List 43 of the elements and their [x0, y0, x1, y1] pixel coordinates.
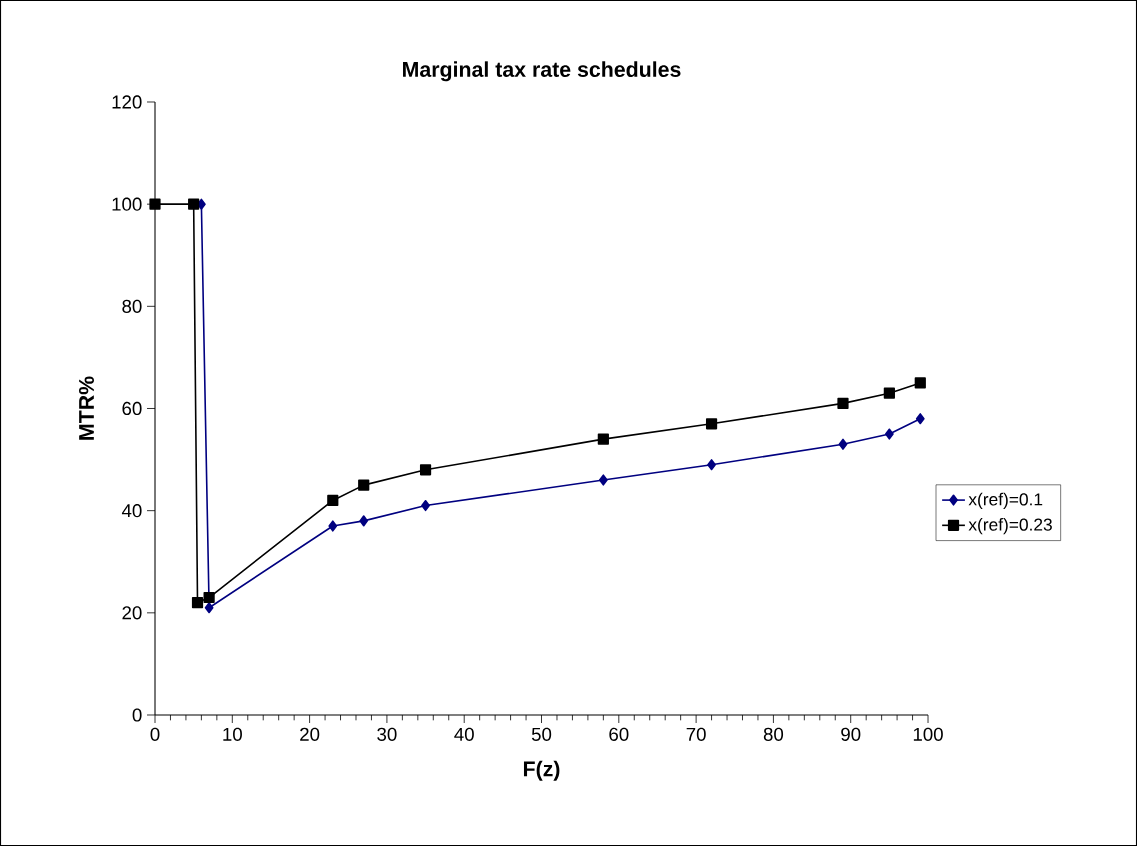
y-tick-label: 0 — [132, 708, 142, 722]
point — [914, 377, 926, 389]
y-tick-label: 100 — [112, 197, 142, 211]
point — [915, 413, 925, 425]
y-tick-label: 120 — [112, 95, 142, 109]
point — [837, 397, 849, 409]
x-tick-label: 40 — [454, 727, 474, 741]
x-tick-label: 30 — [377, 727, 397, 741]
x-tick-label: 10 — [223, 727, 242, 741]
point — [705, 418, 718, 430]
point — [358, 479, 370, 491]
point — [203, 591, 215, 604]
x-tick-label: 0 — [150, 727, 160, 741]
point — [883, 387, 895, 399]
point — [707, 459, 716, 471]
point — [328, 520, 338, 532]
y-tick-label: 80 — [122, 299, 142, 313]
point — [204, 602, 214, 614]
y-tick-label: 40 — [121, 504, 142, 518]
x-tick-label: 80 — [763, 727, 784, 741]
point — [188, 198, 200, 210]
point — [419, 464, 432, 476]
legend-label: x(ref)=0.23 — [968, 518, 1052, 535]
y-tick-label: 20 — [122, 606, 142, 620]
chart-title: Marginal tax rate schedules — [403, 61, 681, 82]
x-tick-label: 60 — [609, 727, 629, 741]
x-tick-label: 70 — [686, 727, 706, 741]
point — [838, 438, 848, 450]
point — [359, 515, 369, 527]
point — [149, 198, 161, 210]
point — [884, 428, 894, 440]
y-tick-label: 60 — [122, 401, 142, 416]
x-tick-label: 90 — [841, 727, 861, 741]
point — [598, 474, 608, 486]
point — [597, 433, 609, 445]
x-tick-label: 50 — [531, 727, 552, 741]
point — [191, 597, 204, 609]
legend-label: x(ref)=0.1 — [968, 492, 1043, 509]
x-axis-title: F(z) — [523, 760, 560, 781]
x-tick-label: 20 — [300, 727, 320, 741]
x-tick-label: 100 — [913, 727, 943, 741]
point — [327, 494, 339, 507]
y-axis-title: MTR% — [78, 376, 94, 440]
